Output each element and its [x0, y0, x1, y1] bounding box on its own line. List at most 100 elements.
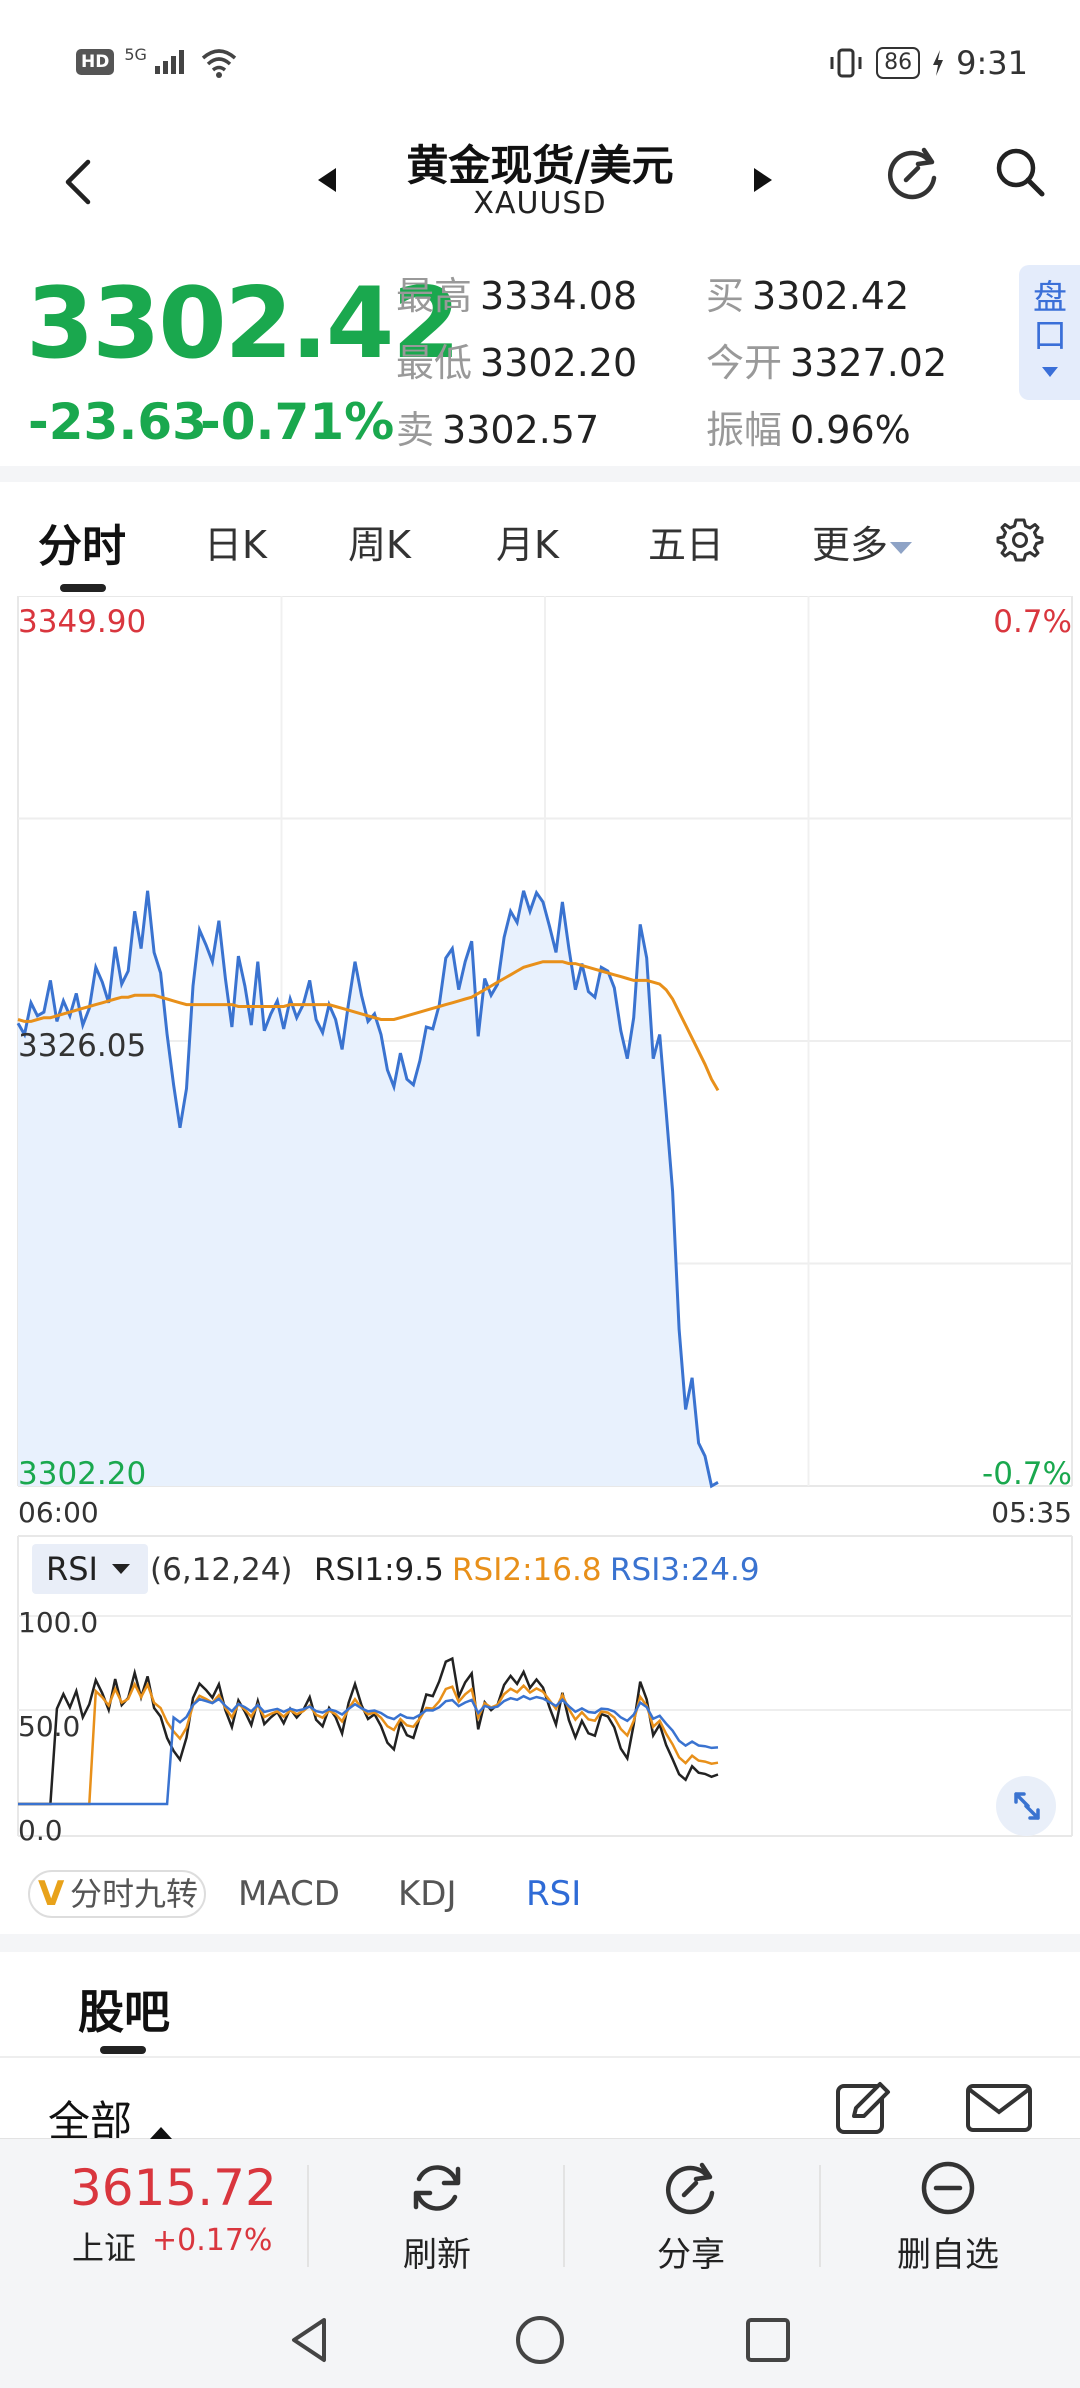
index-value: 3615.72: [70, 2159, 277, 2217]
amplitude-value: 0.96%: [790, 408, 911, 452]
indicator-select[interactable]: RSI: [32, 1544, 148, 1594]
rsi3-line: [18, 1694, 719, 1806]
refresh-icon[interactable]: [880, 140, 944, 204]
buy-field: 买 3302.42: [706, 265, 909, 320]
divider: [819, 2165, 821, 2267]
index-change-pct: +0.17%: [152, 2223, 273, 2258]
back-icon[interactable]: [48, 152, 108, 212]
x-end-label: 05:35: [991, 1496, 1072, 1529]
y-max-label: 3349.90: [18, 604, 147, 640]
buy-value: 3302.42: [752, 274, 910, 318]
sell-field: 卖 3302.57: [396, 399, 599, 454]
rsi-y-0: 0.0: [18, 1814, 63, 1847]
chevron-down-icon: [1042, 367, 1058, 377]
clock: 9:31: [956, 44, 1028, 82]
price-change: -23.63: [28, 393, 207, 451]
quote-panel: 3302.42 -23.63 -0.71% 最高 3334.08 最低 3302.2…: [0, 245, 1080, 465]
rsi-y-50: 50.0: [18, 1710, 81, 1743]
tab-monthly-k[interactable]: 月K: [496, 523, 559, 567]
index-ticker[interactable]: 3615.72 上证 +0.17%: [0, 2139, 305, 2291]
high-field: 最高 3334.08: [396, 265, 637, 320]
minus-circle-icon: [921, 2161, 975, 2215]
share-button[interactable]: 分享: [606, 2157, 776, 2277]
filter-all[interactable]: 全部: [48, 2097, 133, 2146]
status-right: 86 9:31: [826, 44, 1028, 82]
signal-icon: [154, 50, 184, 74]
last-price: 3302.42: [26, 267, 460, 381]
remove-watchlist-label: 删自选: [897, 2235, 999, 2275]
nav-back-icon[interactable]: [282, 2312, 338, 2368]
forum-tab-indicator: [100, 2046, 146, 2054]
tab-indicator: [60, 584, 106, 592]
tab-more[interactable]: 更多: [812, 514, 913, 569]
network-label: 5G: [124, 44, 147, 64]
y-min-label: 3302.20: [18, 1456, 147, 1492]
rsi-y-100: 100.0: [18, 1606, 99, 1639]
edit-icon[interactable]: [832, 2076, 894, 2138]
chevron-down-icon: [112, 1564, 130, 1574]
amplitude-label: 振幅: [706, 408, 783, 452]
pankou-button[interactable]: 盘口: [1019, 265, 1080, 400]
price-line: [16, 889, 719, 1489]
remove-watchlist-button[interactable]: 删自选: [863, 2157, 1033, 2277]
tab-rsi[interactable]: RSI: [526, 1874, 582, 1914]
mail-icon[interactable]: [964, 2082, 1034, 2136]
tab-five-day[interactable]: 五日: [648, 523, 725, 567]
amplitude-field: 振幅 0.96%: [706, 399, 911, 454]
search-icon[interactable]: [990, 142, 1050, 202]
y-mid-label: 3326.05: [18, 1028, 147, 1064]
forum-title[interactable]: 股吧: [78, 1985, 170, 2039]
battery-level: 86: [876, 47, 921, 79]
nine-turn-label: 分时九转: [70, 1875, 199, 1913]
next-symbol-icon[interactable]: [742, 160, 782, 200]
nine-turn-button[interactable]: V 分时九转: [28, 1870, 206, 1918]
header: 黄金现货/美元 XAUUSD: [0, 130, 1080, 240]
divider: [563, 2165, 565, 2267]
tab-daily-k[interactable]: 日K: [204, 523, 267, 567]
divider: [0, 466, 1080, 482]
share-label: 分享: [657, 2235, 725, 2275]
gear-icon[interactable]: [996, 516, 1044, 564]
low-label: 最低: [396, 341, 473, 385]
rsi1-line: [18, 1656, 719, 1806]
low-value: 3302.20: [480, 341, 638, 385]
price-area: [18, 890, 718, 1486]
rsi2-value: RSI2:16.8: [452, 1552, 602, 1588]
buy-label: 买: [706, 274, 745, 318]
share-icon: [666, 2162, 715, 2215]
tab-kdj[interactable]: KDJ: [398, 1874, 457, 1914]
tab-macd[interactable]: MACD: [238, 1874, 340, 1914]
intraday-chart[interactable]: [0, 596, 1080, 1846]
tab-weekly-k[interactable]: 周K: [348, 523, 411, 567]
expand-icon[interactable]: [996, 1776, 1056, 1836]
pct-max-label: 0.7%: [993, 604, 1072, 640]
nav-recents-icon[interactable]: [740, 2312, 796, 2368]
low-field: 最低 3302.20: [396, 332, 637, 387]
open-field: 今开 3327.02: [706, 332, 947, 387]
sell-value: 3302.57: [442, 408, 600, 452]
divider: [0, 1934, 1080, 1952]
rsi3-value: RSI3:24.9: [610, 1552, 760, 1588]
caret-up-icon: [150, 2127, 172, 2139]
divider: [0, 2056, 1080, 2058]
rsi1-value: RSI1:9.5: [314, 1552, 444, 1588]
page-title: 黄金现货/美元: [406, 141, 674, 190]
average-line: [17, 960, 720, 1092]
status-bar: HD 5G 86 9:31: [0, 0, 1080, 130]
pct-min-label: -0.7%: [982, 1456, 1072, 1492]
prev-symbol-icon[interactable]: [308, 160, 348, 200]
rsi-chart: [18, 1656, 719, 1806]
charging-icon: [933, 50, 944, 76]
nav-home-icon[interactable]: [512, 2312, 568, 2368]
high-value: 3334.08: [480, 274, 638, 318]
x-start-label: 06:00: [18, 1496, 99, 1529]
status-left: HD 5G: [76, 44, 239, 78]
refresh-button[interactable]: 刷新: [352, 2157, 522, 2277]
indicator-select-label: RSI: [46, 1550, 98, 1588]
tab-intraday[interactable]: 分时: [38, 521, 126, 572]
pankou-label: 盘口: [1033, 278, 1067, 356]
sell-label: 卖: [396, 408, 435, 452]
wifi-icon: [201, 49, 237, 78]
open-value: 3327.02: [790, 341, 948, 385]
